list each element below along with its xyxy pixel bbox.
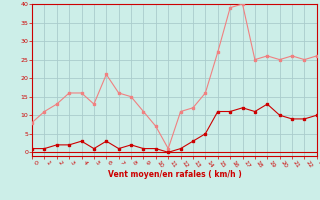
X-axis label: Vent moyen/en rafales ( km/h ): Vent moyen/en rafales ( km/h ): [108, 170, 241, 179]
